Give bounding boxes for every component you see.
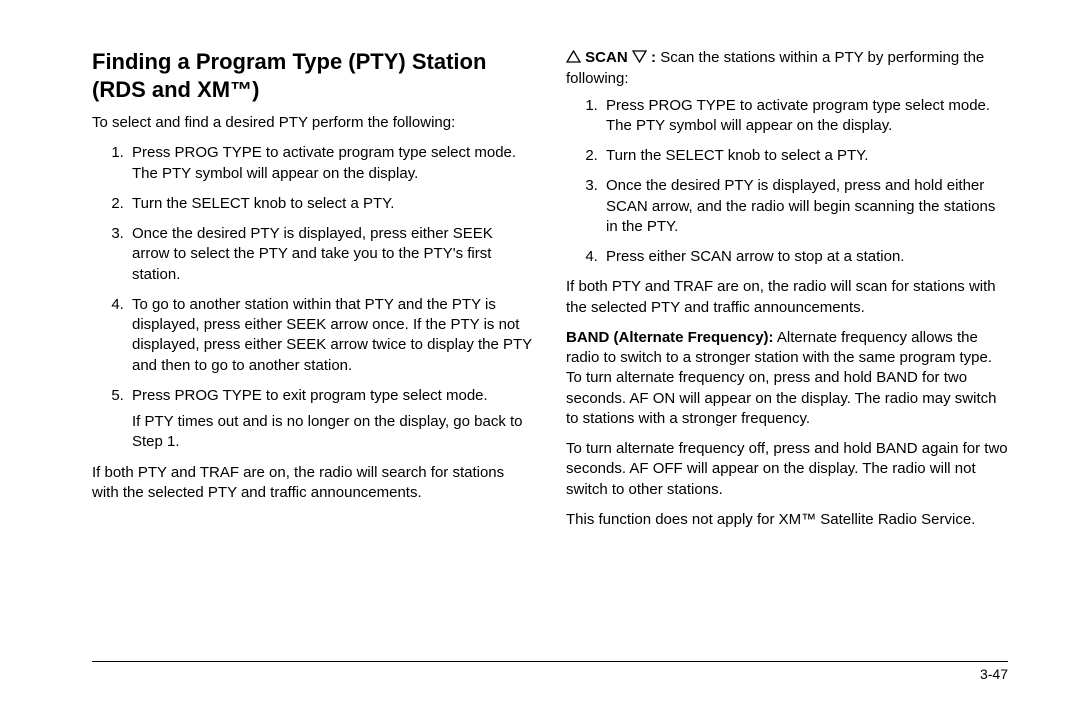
section-heading: Finding a Program Type (PTY) Station (RD… [92,48,534,103]
band-off-text: To turn alternate frequency off, press a… [566,439,1008,500]
left-column: Finding a Program Type (PTY) Station (RD… [92,48,534,540]
list-item: Once the desired PTY is displayed, press… [602,176,1008,237]
triangle-down-icon [632,49,647,69]
list-item: Turn the SELECT knob to select a PTY. [128,194,534,214]
list-item: Press either SCAN arrow to stop at a sta… [602,247,1008,267]
list-item: Press PROG TYPE to exit program type sel… [128,386,534,453]
manual-page: Finding a Program Type (PTY) Station (RD… [0,0,1080,720]
two-columns: Finding a Program Type (PTY) Station (RD… [92,48,1008,540]
scan-label: SCAN [585,49,628,66]
band-label: BAND (Alternate Frequency): [566,329,774,346]
scan-rest: Scan the stations within a PTY by perfor… [566,49,984,87]
page-footer: 3-47 [92,661,1008,682]
triangle-up-icon [566,49,581,69]
footer-rule [92,661,1008,662]
outro-text: If both PTY and TRAF are on, the radio w… [92,463,534,504]
list-item: Once the desired PTY is displayed, press… [128,224,534,285]
xm-note: This function does not apply for XM™ Sat… [566,510,1008,530]
list-item: Turn the SELECT knob to select a PTY. [602,146,1008,166]
right-column: SCAN : Scan the stations within a PTY by… [566,48,1008,540]
steps-list-left: Press PROG TYPE to activate program type… [92,143,534,452]
list-item: To go to another station within that PTY… [128,295,534,376]
step-note: If PTY times out and is no longer on the… [132,412,534,453]
steps-list-right: Press PROG TYPE to activate program type… [566,96,1008,268]
band-paragraph: BAND (Alternate Frequency): Alternate fr… [566,328,1008,429]
scan-outro: If both PTY and TRAF are on, the radio w… [566,277,1008,318]
list-item: Press PROG TYPE to activate program type… [128,143,534,184]
step-text: Press PROG TYPE to exit program type sel… [132,387,488,404]
page-number: 3-47 [92,666,1008,682]
list-item: Press PROG TYPE to activate program type… [602,96,1008,137]
scan-heading-line: SCAN : Scan the stations within a PTY by… [566,48,1008,90]
intro-text: To select and find a desired PTY perform… [92,113,534,133]
